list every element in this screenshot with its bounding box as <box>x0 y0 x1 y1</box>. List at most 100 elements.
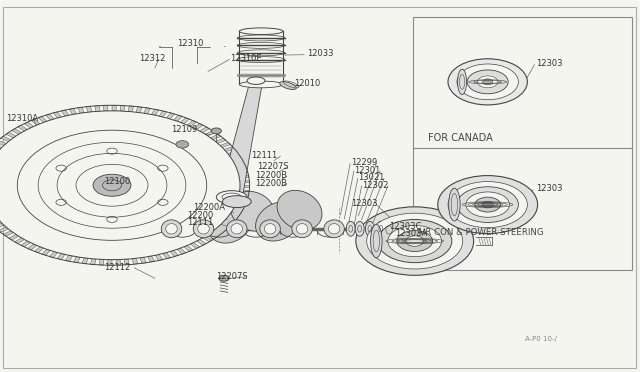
Ellipse shape <box>260 220 280 238</box>
Polygon shape <box>235 204 245 208</box>
Polygon shape <box>193 124 203 129</box>
Polygon shape <box>239 195 248 198</box>
Polygon shape <box>236 166 246 169</box>
Text: 12033: 12033 <box>307 49 333 58</box>
Polygon shape <box>24 122 33 128</box>
Ellipse shape <box>227 220 247 238</box>
Polygon shape <box>213 229 223 234</box>
Circle shape <box>93 174 131 196</box>
Polygon shape <box>159 111 166 117</box>
Circle shape <box>475 197 500 212</box>
Polygon shape <box>9 234 19 240</box>
Circle shape <box>176 141 189 148</box>
Polygon shape <box>226 217 237 222</box>
Polygon shape <box>42 249 51 255</box>
Polygon shape <box>0 223 4 228</box>
Ellipse shape <box>230 191 275 231</box>
Ellipse shape <box>223 196 252 208</box>
Polygon shape <box>188 121 196 126</box>
Ellipse shape <box>346 221 355 236</box>
Polygon shape <box>6 132 16 138</box>
Polygon shape <box>177 248 186 254</box>
Circle shape <box>211 128 221 134</box>
Text: 12302: 12302 <box>362 181 388 190</box>
Polygon shape <box>116 260 120 265</box>
Polygon shape <box>148 256 154 262</box>
Ellipse shape <box>239 28 283 35</box>
Ellipse shape <box>458 69 467 94</box>
Text: A-P0 10-/: A-P0 10-/ <box>525 336 557 342</box>
Polygon shape <box>232 208 243 212</box>
Ellipse shape <box>216 191 247 204</box>
Text: 12312: 12312 <box>140 54 166 63</box>
Polygon shape <box>156 254 163 260</box>
Polygon shape <box>230 213 240 217</box>
Polygon shape <box>222 221 232 226</box>
Polygon shape <box>38 116 47 122</box>
Text: 12207S: 12207S <box>257 162 289 171</box>
Polygon shape <box>196 240 206 245</box>
Polygon shape <box>173 115 182 121</box>
Text: 12303: 12303 <box>351 199 377 208</box>
Polygon shape <box>231 156 241 160</box>
Circle shape <box>466 192 509 217</box>
Bar <box>413 17 632 270</box>
Circle shape <box>483 79 493 85</box>
Polygon shape <box>234 161 244 164</box>
Text: 12301: 12301 <box>355 166 381 175</box>
Ellipse shape <box>198 224 209 234</box>
Ellipse shape <box>231 224 243 234</box>
Ellipse shape <box>193 220 214 238</box>
Circle shape <box>356 207 474 275</box>
Polygon shape <box>65 255 72 261</box>
Polygon shape <box>112 105 116 111</box>
Polygon shape <box>237 170 248 174</box>
Polygon shape <box>166 113 175 119</box>
Text: 13021: 13021 <box>358 173 385 182</box>
Text: 12200B: 12200B <box>255 179 287 187</box>
Polygon shape <box>220 142 230 147</box>
Polygon shape <box>53 112 61 118</box>
Ellipse shape <box>247 77 265 84</box>
Text: 12303: 12303 <box>536 185 563 193</box>
Polygon shape <box>90 259 96 264</box>
Ellipse shape <box>280 81 296 90</box>
Polygon shape <box>124 259 129 265</box>
Polygon shape <box>170 250 179 257</box>
Polygon shape <box>152 109 159 115</box>
Ellipse shape <box>207 203 252 243</box>
Polygon shape <box>220 83 262 193</box>
Polygon shape <box>108 260 112 265</box>
Circle shape <box>397 231 433 251</box>
Ellipse shape <box>292 220 312 238</box>
Polygon shape <box>78 107 84 113</box>
Text: 12303: 12303 <box>536 60 563 68</box>
Text: 12200B: 12200B <box>255 171 287 180</box>
Text: 12200A: 12200A <box>193 203 225 212</box>
Polygon shape <box>3 231 13 236</box>
Circle shape <box>406 236 424 246</box>
Text: 12303C: 12303C <box>389 222 422 231</box>
Polygon shape <box>104 105 108 111</box>
Polygon shape <box>218 225 228 230</box>
Polygon shape <box>1 136 11 141</box>
Polygon shape <box>237 199 247 203</box>
Polygon shape <box>12 129 22 134</box>
Polygon shape <box>228 151 238 156</box>
Polygon shape <box>28 244 36 250</box>
Polygon shape <box>191 243 200 248</box>
Ellipse shape <box>296 224 308 234</box>
Circle shape <box>457 64 518 100</box>
Polygon shape <box>74 257 80 263</box>
Circle shape <box>219 275 229 281</box>
Text: 12111: 12111 <box>251 151 277 160</box>
Circle shape <box>477 76 498 88</box>
Polygon shape <box>0 140 6 145</box>
Polygon shape <box>224 147 235 151</box>
Ellipse shape <box>449 188 460 221</box>
Ellipse shape <box>371 224 382 258</box>
Text: 12200: 12200 <box>187 211 213 219</box>
Ellipse shape <box>355 221 364 236</box>
Polygon shape <box>58 254 65 260</box>
Circle shape <box>457 187 518 222</box>
